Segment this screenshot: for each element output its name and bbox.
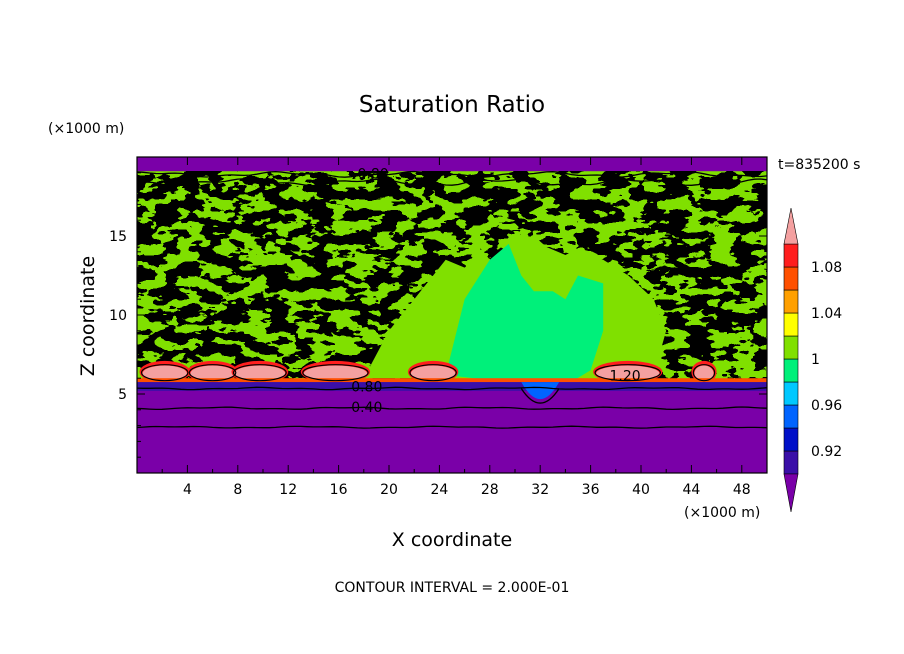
contour-040-low — [137, 406, 767, 411]
contour-080-low — [137, 386, 767, 391]
x-axis-label: X coordinate — [392, 529, 512, 551]
colorbar-band-9 — [783, 243, 799, 268]
y-unit-label: (×1000 m) — [48, 121, 124, 137]
colorbar: 0.92 0.96 1 1.04 1.08 — [783, 207, 842, 513]
y-axis-label: Z coordinate — [77, 256, 99, 376]
inversion-stripe — [137, 378, 767, 383]
lower-transition-band — [137, 382, 767, 391]
lens-pink-2 — [234, 365, 286, 382]
contour-lens-0 — [140, 364, 189, 382]
top-blue-band — [137, 171, 767, 180]
contour-lens-1 — [188, 364, 237, 382]
lens-pink-3 — [303, 365, 368, 382]
colorbar-band-7 — [783, 289, 799, 314]
contour-dip — [520, 388, 560, 404]
lens-pink-0 — [142, 365, 187, 382]
colorbar-band-8 — [783, 266, 799, 291]
lens-pink-5 — [596, 365, 660, 382]
contour-lens-3 — [302, 364, 369, 382]
colorbar-label-4: 1.08 — [811, 260, 842, 276]
colorbar-band-6 — [783, 312, 799, 337]
colorbar-label-1: 0.96 — [811, 398, 842, 414]
upper-pink-band — [137, 182, 767, 216]
colorbar-extend-top — [783, 207, 799, 245]
x-tick-label-8: 36 — [582, 482, 600, 498]
x-tick-label-11: 48 — [733, 482, 751, 498]
x-tick-label-0: 4 — [183, 482, 192, 498]
top-dry-layer — [137, 157, 767, 172]
contour-lens-2 — [232, 364, 287, 382]
x-tick-label-10: 44 — [682, 482, 700, 498]
x-tick-label-9: 40 — [632, 482, 650, 498]
lens-pink-6 — [694, 365, 714, 382]
contour-label-1: 0.80 — [351, 380, 382, 396]
colorbar-label-3: 1.04 — [811, 306, 842, 322]
time-label: t=835200 s — [778, 157, 860, 173]
colorbar-band-4 — [783, 358, 799, 383]
contour-label-0: 0.80 — [358, 166, 389, 182]
y-tick-label-0: 5 — [118, 387, 127, 403]
x-unit-label: (×1000 m) — [684, 505, 760, 521]
lens-pink-1 — [190, 365, 235, 382]
contour-lens-5 — [594, 364, 662, 382]
x-tick-label-3: 16 — [330, 482, 348, 498]
y-tick-label-2: 15 — [109, 229, 127, 245]
colorbar-extend-bottom — [783, 473, 799, 513]
contour-label-3: 1.20 — [610, 369, 641, 385]
lens-pink-4 — [410, 365, 456, 382]
colorbar-label-0: 0.92 — [811, 444, 842, 460]
contour-000-low — [137, 425, 767, 429]
y-tick-label-1: 10 — [109, 308, 127, 324]
dip-feature — [521, 382, 560, 400]
colorbar-band-1 — [783, 427, 799, 452]
x-tick-label-6: 28 — [481, 482, 499, 498]
x-tick-label-4: 20 — [380, 482, 398, 498]
x-tick-label-5: 24 — [430, 482, 448, 498]
contour-labels: 0.80 0.80 0.40 1.20 — [351, 166, 641, 416]
contour-100-top — [137, 178, 767, 187]
colorbar-label-2: 1 — [811, 352, 820, 368]
colorbar-band-5 — [783, 335, 799, 360]
cloud-core — [445, 243, 604, 394]
contour-lens-6 — [692, 364, 716, 382]
x-tick-label-1: 8 — [233, 482, 242, 498]
contour-label-2: 0.40 — [351, 400, 382, 416]
colorbar-band-3 — [783, 381, 799, 406]
x-tick-label-2: 12 — [279, 482, 297, 498]
chart-title: Saturation Ratio — [359, 92, 545, 118]
contour-080-top — [137, 170, 767, 178]
colorbar-band-2 — [783, 404, 799, 429]
contour-lines — [137, 170, 767, 429]
saturation-field — [137, 157, 767, 473]
x-tick-label-7: 32 — [531, 482, 549, 498]
colorbar-band-0 — [783, 450, 799, 475]
contour-interval-note: CONTOUR INTERVAL = 2.000E-01 — [335, 580, 570, 596]
contour-lens-4 — [409, 364, 457, 382]
